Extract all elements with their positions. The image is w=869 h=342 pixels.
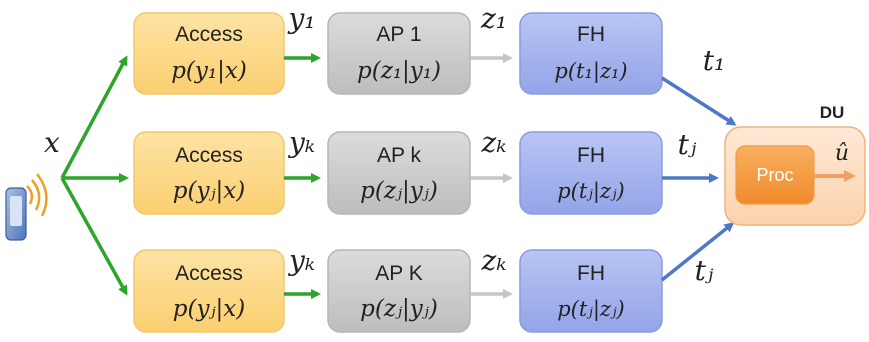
t-label-1: t₁ [703,44,725,77]
y-label-K: yₖ [287,244,315,277]
z-label-k: zₖ [481,126,507,159]
du-unit: DU Proc û [724,103,866,226]
access-dist-k: p(yⱼ|x) [173,178,245,204]
source-symbol: x [44,126,60,159]
row-k: Access p(yⱼ|x) yₖ AP k p(zⱼ|yⱼ) zₖ FH p(… [133,126,719,215]
fh-title-K: FH [577,262,605,285]
access-dist-1: p(y₁|x) [171,58,247,84]
row-1: Access p(y₁|x) y₁ AP 1 p(z₁|y₁) z₁ FH p(… [133,2,737,126]
wireless-signal-icon [26,173,48,217]
ap-title-k: AP k [377,144,421,167]
fh-box-K [519,249,663,333]
ap-dist-k: p(zⱼ|yⱼ) [360,178,438,204]
fh-title-1: FH [577,23,605,46]
du-title: DU [820,103,845,122]
y-label-k: yₖ [287,126,315,159]
z-label-1: z₁ [480,2,507,35]
ap-dist-1: p(z₁|y₁) [357,58,441,84]
fh-dist-K: p(tⱼ|zⱼ) [557,297,625,322]
fh-dist-k: p(tⱼ|zⱼ) [557,179,625,204]
proc-label: Proc [756,165,793,185]
access-box-1 [133,12,285,95]
row-K: Access p(yⱼ|x) yₖ AP K p(zⱼ|yⱼ) zₖ FH p(… [133,222,735,333]
z-label-K: zₖ [481,244,507,277]
ap-box-1 [327,12,471,95]
source-fanout [60,55,129,296]
fh-box-1 [519,12,663,95]
access-dist-K: p(yⱼ|x) [173,296,245,322]
arrow-source-to-access-K [60,177,128,296]
t-label-k: tⱼ [678,128,697,161]
arrow-fh-to-du-K [660,222,735,282]
arrow-source-to-access-1 [60,55,128,179]
access-title-1: Access [175,23,243,46]
mobile-phone-icon [5,187,27,241]
access-box-k [133,131,285,215]
access-title-K: Access [175,262,243,285]
ap-box-K [327,249,471,333]
ap-box-k [327,131,471,215]
y-label-1: y₁ [286,2,315,35]
fh-box-k [519,131,663,215]
access-box-K [133,249,285,333]
fh-title-k: FH [577,144,605,167]
ap-dist-K: p(zⱼ|yⱼ) [360,296,438,322]
output-symbol: û [835,141,849,166]
t-label-K: tⱼ [695,254,714,287]
arrow-fh-to-du-1 [661,76,737,126]
ap-title-K: AP K [375,262,422,285]
ap-title-1: AP 1 [376,23,421,46]
fh-dist-1: p(t₁|z₁) [554,59,627,84]
access-title-k: Access [175,144,243,167]
